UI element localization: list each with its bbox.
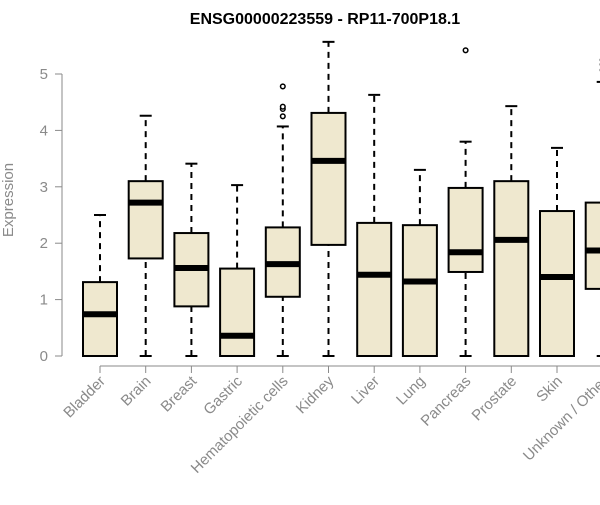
box-brain <box>127 114 164 357</box>
x-category-label: Gastric <box>200 372 246 418</box>
y-tick-label: 2 <box>40 235 48 252</box>
x-category-label: Pancreas <box>418 373 475 430</box>
outlier-point <box>462 47 469 54</box>
box-iqr <box>82 281 118 357</box>
box-iqr <box>447 186 484 273</box>
x-category-label: Kidney <box>293 372 338 417</box>
chart-title: ENSG00000223559 - RP11-700P18.1 <box>190 11 461 28</box>
box-iqr <box>310 111 347 246</box>
x-category-label: Skin <box>533 373 566 406</box>
box-iqr <box>539 210 575 357</box>
x-category-label: Breast <box>158 372 201 415</box>
box-iqr <box>493 180 530 357</box>
box-liver <box>356 93 393 357</box>
x-category-label: Liver <box>348 373 383 408</box>
box-iqr <box>219 267 256 357</box>
x-category-label: Bladder <box>60 373 109 422</box>
box-kidney <box>310 40 347 357</box>
y-axis: 0 1 2 3 4 5 <box>40 66 63 365</box>
box-gastric <box>219 184 256 357</box>
box-breast <box>173 162 210 357</box>
x-category-label: Brain <box>118 373 155 410</box>
box-iqr <box>401 224 438 357</box>
x-category-label: Prostate <box>469 373 521 425</box>
box-iqr <box>584 201 600 290</box>
y-axis-label: Expression <box>0 163 17 237</box>
y-tick-label: 1 <box>40 292 48 309</box>
box-skin <box>539 146 575 357</box>
y-tick-label: 5 <box>40 66 48 83</box>
outlier-point <box>279 83 286 90</box>
box-bladder <box>82 214 118 357</box>
box-iqr <box>127 180 164 260</box>
outlier-point <box>279 113 286 120</box>
y-tick-label: 3 <box>40 179 48 196</box>
outlier-point <box>279 103 286 110</box>
box-hematopoietic-cells <box>264 83 301 357</box>
box-prostate <box>493 105 530 357</box>
y-tick-label: 0 <box>40 348 48 365</box>
plot-area <box>82 40 600 357</box>
box-iqr <box>356 221 393 357</box>
box-lung <box>401 168 438 357</box>
x-category-label: Lung <box>393 373 429 409</box>
box-unknown-other <box>584 58 600 357</box>
y-tick-label: 4 <box>40 122 48 139</box>
box-pancreas <box>447 47 484 357</box>
